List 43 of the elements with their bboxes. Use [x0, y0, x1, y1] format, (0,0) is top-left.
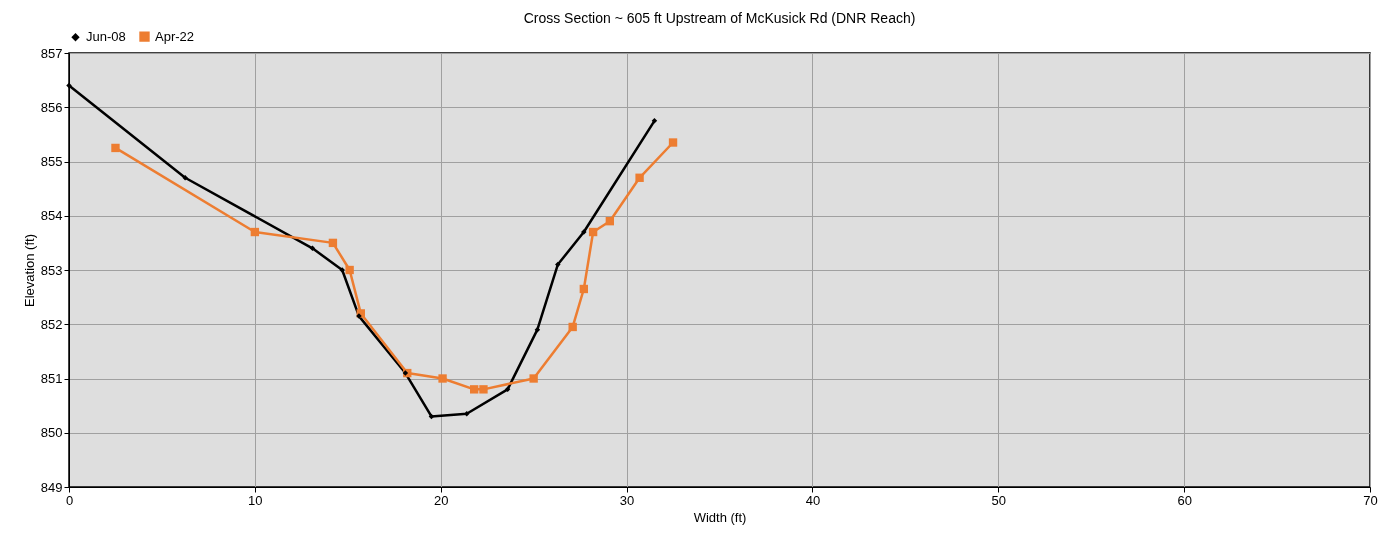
- point: [469, 385, 479, 394]
- x-tick-label: 50: [991, 492, 1007, 508]
- y-tick-label: 856: [40, 99, 63, 115]
- x-tick-label: 10: [248, 492, 263, 508]
- x-tick-label: 0: [65, 492, 74, 508]
- x-tick-label: 70: [1363, 492, 1378, 508]
- point: [635, 173, 644, 182]
- x-axis-title: Width (ft): [693, 509, 747, 525]
- y-tick-label: 857: [40, 45, 63, 61]
- point: [66, 82, 72, 89]
- point: [504, 386, 511, 393]
- y-tick-label: 849: [40, 479, 63, 495]
- point: [555, 261, 561, 268]
- point: [464, 411, 470, 417]
- x-tick-label: 30: [619, 492, 635, 508]
- point: [438, 374, 447, 383]
- point: [529, 374, 538, 383]
- point: [579, 284, 589, 294]
- y-tick-label: 850: [40, 425, 63, 441]
- point: [605, 216, 615, 226]
- y-tick-label: 852: [40, 316, 63, 332]
- point: [111, 143, 120, 153]
- y-axis-title: Elevation (ft): [21, 234, 37, 307]
- point: [345, 265, 354, 275]
- x-tick-label: 60: [1177, 492, 1192, 508]
- point: [588, 227, 598, 237]
- point: [479, 385, 488, 394]
- legend-label: Apr-22: [155, 28, 195, 44]
- legend-label: Jun-08: [86, 29, 126, 45]
- point: [651, 118, 658, 124]
- chart-title: Cross Section ~ 605 ft Upstream of McKusick Rd (DNR Reach): [523, 10, 916, 26]
- y-tick-label: 851: [40, 371, 63, 386]
- point: [328, 238, 338, 248]
- x-tick-label: 40: [805, 492, 821, 508]
- y-tick-label: 853: [40, 262, 63, 278]
- point: [568, 322, 577, 332]
- y-tick-label: 855: [40, 154, 63, 169]
- point: [534, 326, 541, 333]
- point: [668, 138, 678, 147]
- point: [182, 175, 188, 181]
- y-tick-label: 854: [40, 208, 63, 224]
- x-tick-label: 20: [433, 492, 449, 508]
- point: [250, 227, 260, 237]
